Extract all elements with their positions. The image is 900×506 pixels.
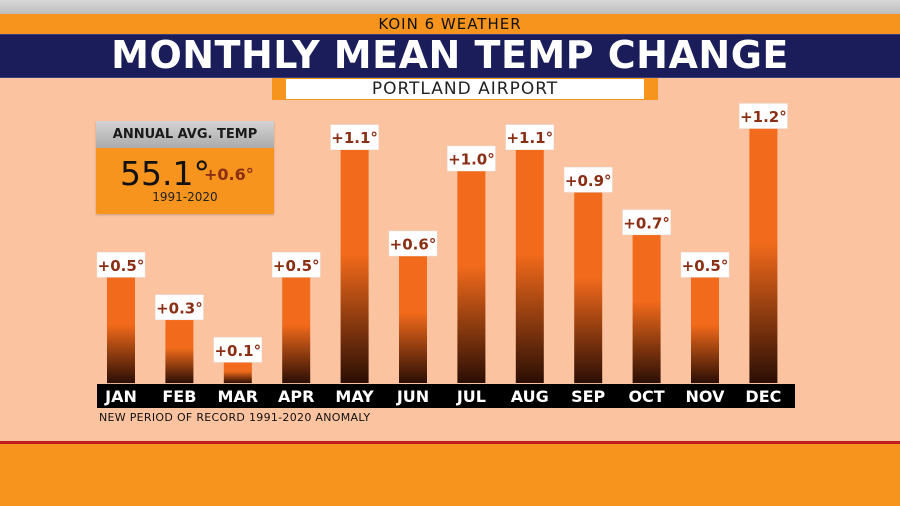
tick-label-jul: JUL xyxy=(456,387,486,406)
data-label-dec: +1.2° xyxy=(740,108,787,126)
annual-avg-delta: +0.6° xyxy=(204,165,254,184)
annual-avg-box: ANNUAL AVG. TEMP 55.1° +0.6° 1991-2020 xyxy=(96,121,274,214)
data-label-nov: +0.5° xyxy=(682,257,729,275)
tick-label-jun: JUN xyxy=(396,387,429,406)
data-label-mar: +0.1° xyxy=(214,342,261,360)
tick-label-dec: DEC xyxy=(745,387,781,406)
tick-label-oct: OCT xyxy=(628,387,664,406)
bar-feb xyxy=(165,319,194,384)
data-label-apr: +0.5° xyxy=(273,257,320,275)
data-label-box-jul xyxy=(447,145,496,172)
bar-oct xyxy=(632,234,661,384)
data-label-aug: +1.1° xyxy=(506,129,553,147)
bar-dec xyxy=(749,128,778,383)
bar-apr xyxy=(282,276,311,384)
tick-label-sep: SEP xyxy=(571,387,605,406)
bar-jun xyxy=(399,255,427,383)
data-label-box-jun xyxy=(388,230,438,257)
bottom-red-line xyxy=(0,441,900,444)
data-label-jul: +1.0° xyxy=(448,151,495,169)
tick-label-jan: JAN xyxy=(104,387,137,406)
bar-sep xyxy=(574,191,603,384)
footnote: NEW PERIOD OF RECORD 1991-2020 ANOMALY xyxy=(99,411,371,424)
bar-may xyxy=(340,149,369,383)
data-label-box-oct xyxy=(622,209,671,236)
data-label-box-feb xyxy=(155,294,204,321)
data-label-feb: +0.3° xyxy=(156,299,203,317)
bar-nov xyxy=(691,276,719,384)
data-label-jan: +0.5° xyxy=(98,257,145,275)
data-label-box-aug xyxy=(505,124,555,150)
data-label-sep: +0.9° xyxy=(565,172,612,190)
annual-avg-period: 1991-2020 xyxy=(152,190,218,204)
bar-mar xyxy=(223,361,252,384)
bar-jul xyxy=(457,170,486,383)
annual-avg-heading: ANNUAL AVG. TEMP xyxy=(96,121,274,148)
tick-label-apr: APR xyxy=(278,387,314,406)
chart-subtitle: PORTLAND AIRPORT xyxy=(286,79,644,99)
tick-label-may: MAY xyxy=(335,387,374,406)
chart-title: MONTHLY MEAN TEMP CHANGE xyxy=(111,33,789,77)
data-label-box-may xyxy=(330,124,379,150)
top-gray-band xyxy=(0,0,900,14)
data-label-box-nov xyxy=(680,252,730,278)
tick-label-nov: NOV xyxy=(686,387,726,406)
data-label-box-jan xyxy=(96,252,146,278)
title-bar xyxy=(0,34,900,78)
annual-avg-temp: 55.1° xyxy=(120,154,210,193)
tick-label-feb: FEB xyxy=(162,387,196,406)
tick-label-aug: AUG xyxy=(511,387,549,406)
station-label: KOIN 6 WEATHER xyxy=(378,15,522,33)
tick-label-mar: MAR xyxy=(217,387,258,406)
bar-jan xyxy=(107,276,135,384)
data-label-oct: +0.7° xyxy=(623,214,670,232)
data-label-box-apr xyxy=(271,252,321,278)
station-strip xyxy=(0,14,900,34)
bottom-orange-band xyxy=(0,444,900,506)
data-label-box-mar xyxy=(213,337,263,363)
data-label-box-sep xyxy=(563,167,613,193)
x-axis-band xyxy=(97,384,795,408)
data-label-jun: +0.6° xyxy=(390,236,437,254)
data-label-box-dec xyxy=(739,103,788,129)
data-label-may: +1.1° xyxy=(331,129,378,147)
bar-aug xyxy=(515,149,544,383)
